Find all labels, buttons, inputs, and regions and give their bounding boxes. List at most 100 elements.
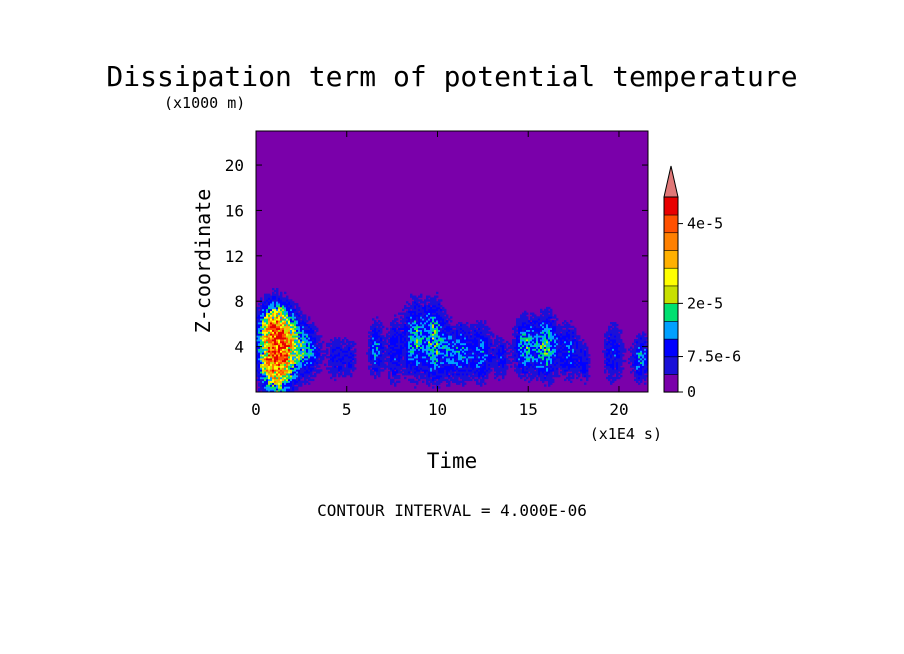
heatmap-cell xyxy=(276,318,279,321)
heatmap-cell xyxy=(282,350,285,353)
heatmap-cell xyxy=(538,331,541,334)
heatmap-cell xyxy=(586,376,589,380)
heatmap-cell xyxy=(266,320,269,323)
heatmap-cell xyxy=(256,308,259,312)
heatmap-cell xyxy=(526,371,529,374)
heatmap-cell xyxy=(396,339,399,342)
heatmap-cell xyxy=(444,320,447,323)
heatmap-cell xyxy=(338,337,341,340)
heatmap-cell xyxy=(276,386,279,389)
heatmap-cell xyxy=(440,325,443,329)
heatmap-cell xyxy=(414,322,417,325)
heatmap-cell xyxy=(426,367,429,370)
heatmap-cell xyxy=(486,348,489,351)
heatmap-cell xyxy=(284,325,287,329)
heatmap-cell xyxy=(570,369,573,372)
heatmap-cell xyxy=(374,352,377,355)
heatmap-cell xyxy=(460,359,463,363)
heatmap-cell xyxy=(482,374,485,378)
heatmap-cell xyxy=(482,348,485,351)
heatmap-cell xyxy=(286,306,289,310)
heatmap-cell xyxy=(288,365,291,368)
heatmap-cell xyxy=(512,354,515,357)
heatmap-cell xyxy=(298,337,301,340)
heatmap-cell xyxy=(540,363,543,366)
heatmap-cell xyxy=(448,333,451,336)
heatmap-cell xyxy=(278,297,281,300)
heatmap-cell xyxy=(256,361,259,365)
heatmap-cell xyxy=(420,293,423,296)
heatmap-cell xyxy=(396,367,399,370)
heatmap-cell xyxy=(262,380,265,383)
heatmap-cell xyxy=(354,361,357,365)
heatmap-cell xyxy=(604,342,607,346)
heatmap-cell xyxy=(476,357,479,361)
heatmap-cell xyxy=(332,340,335,344)
heatmap-cell xyxy=(462,327,465,330)
heatmap-cell xyxy=(432,344,435,348)
heatmap-cell xyxy=(436,312,439,315)
heatmap-cell xyxy=(274,303,277,306)
heatmap-cell xyxy=(340,356,343,359)
heatmap-cell xyxy=(520,344,523,348)
heatmap-cell xyxy=(322,356,325,359)
heatmap-cell xyxy=(392,335,395,338)
heatmap-cell xyxy=(584,357,587,361)
heatmap-cell xyxy=(308,356,311,359)
heatmap-cell xyxy=(264,361,267,365)
heatmap-cell xyxy=(300,376,303,380)
heatmap-cell xyxy=(322,340,325,344)
heatmap-cell xyxy=(472,339,475,342)
heatmap-cell xyxy=(330,339,333,342)
heatmap-cell xyxy=(278,306,281,310)
heatmap-cell xyxy=(406,339,409,342)
heatmap-cell xyxy=(566,325,569,329)
heatmap-cell xyxy=(446,340,449,344)
heatmap-cell xyxy=(342,339,345,342)
heatmap-cell xyxy=(346,363,349,366)
heatmap-cell xyxy=(514,352,517,355)
heatmap-cell xyxy=(316,363,319,366)
heatmap-cell xyxy=(282,352,285,355)
heatmap-cell xyxy=(468,354,471,357)
heatmap-cell xyxy=(580,354,583,357)
heatmap-cell xyxy=(258,367,261,370)
heatmap-cell xyxy=(540,350,543,353)
heatmap-cell xyxy=(514,340,517,344)
heatmap-cell xyxy=(426,369,429,372)
heatmap-cell xyxy=(388,354,391,357)
heatmap-cell xyxy=(422,306,425,310)
heatmap-cell xyxy=(270,331,273,334)
heatmap-cell xyxy=(296,371,299,374)
heatmap-cell xyxy=(474,333,477,336)
heatmap-cell xyxy=(298,308,301,312)
heatmap-cell xyxy=(318,359,321,363)
heatmap-cell xyxy=(402,323,405,327)
heatmap-cell xyxy=(266,318,269,321)
heatmap-cell xyxy=(400,350,403,353)
heatmap-cell xyxy=(268,295,271,298)
heatmap-cell xyxy=(524,363,527,366)
heatmap-cell xyxy=(306,357,309,361)
heatmap-cell xyxy=(480,356,483,359)
heatmap-cell xyxy=(434,359,437,363)
heatmap-cell xyxy=(352,365,355,368)
heatmap-cell xyxy=(532,354,535,357)
heatmap-cell xyxy=(520,337,523,340)
heatmap-cell xyxy=(278,325,281,329)
heatmap-cell xyxy=(538,371,541,374)
heatmap-cell xyxy=(268,305,271,308)
heatmap-cell xyxy=(542,335,545,338)
heatmap-cell xyxy=(530,342,533,346)
heatmap-cell xyxy=(496,367,499,370)
heatmap-cell xyxy=(530,363,533,366)
heatmap-cell xyxy=(430,306,433,310)
heatmap-cell xyxy=(480,382,483,385)
heatmap-cell xyxy=(282,337,285,340)
heatmap-cell xyxy=(478,342,481,346)
heatmap-cell xyxy=(300,327,303,330)
heatmap-cell xyxy=(422,339,425,342)
heatmap-cell xyxy=(394,363,397,366)
heatmap-cell xyxy=(500,356,503,359)
heatmap-cell xyxy=(282,365,285,368)
